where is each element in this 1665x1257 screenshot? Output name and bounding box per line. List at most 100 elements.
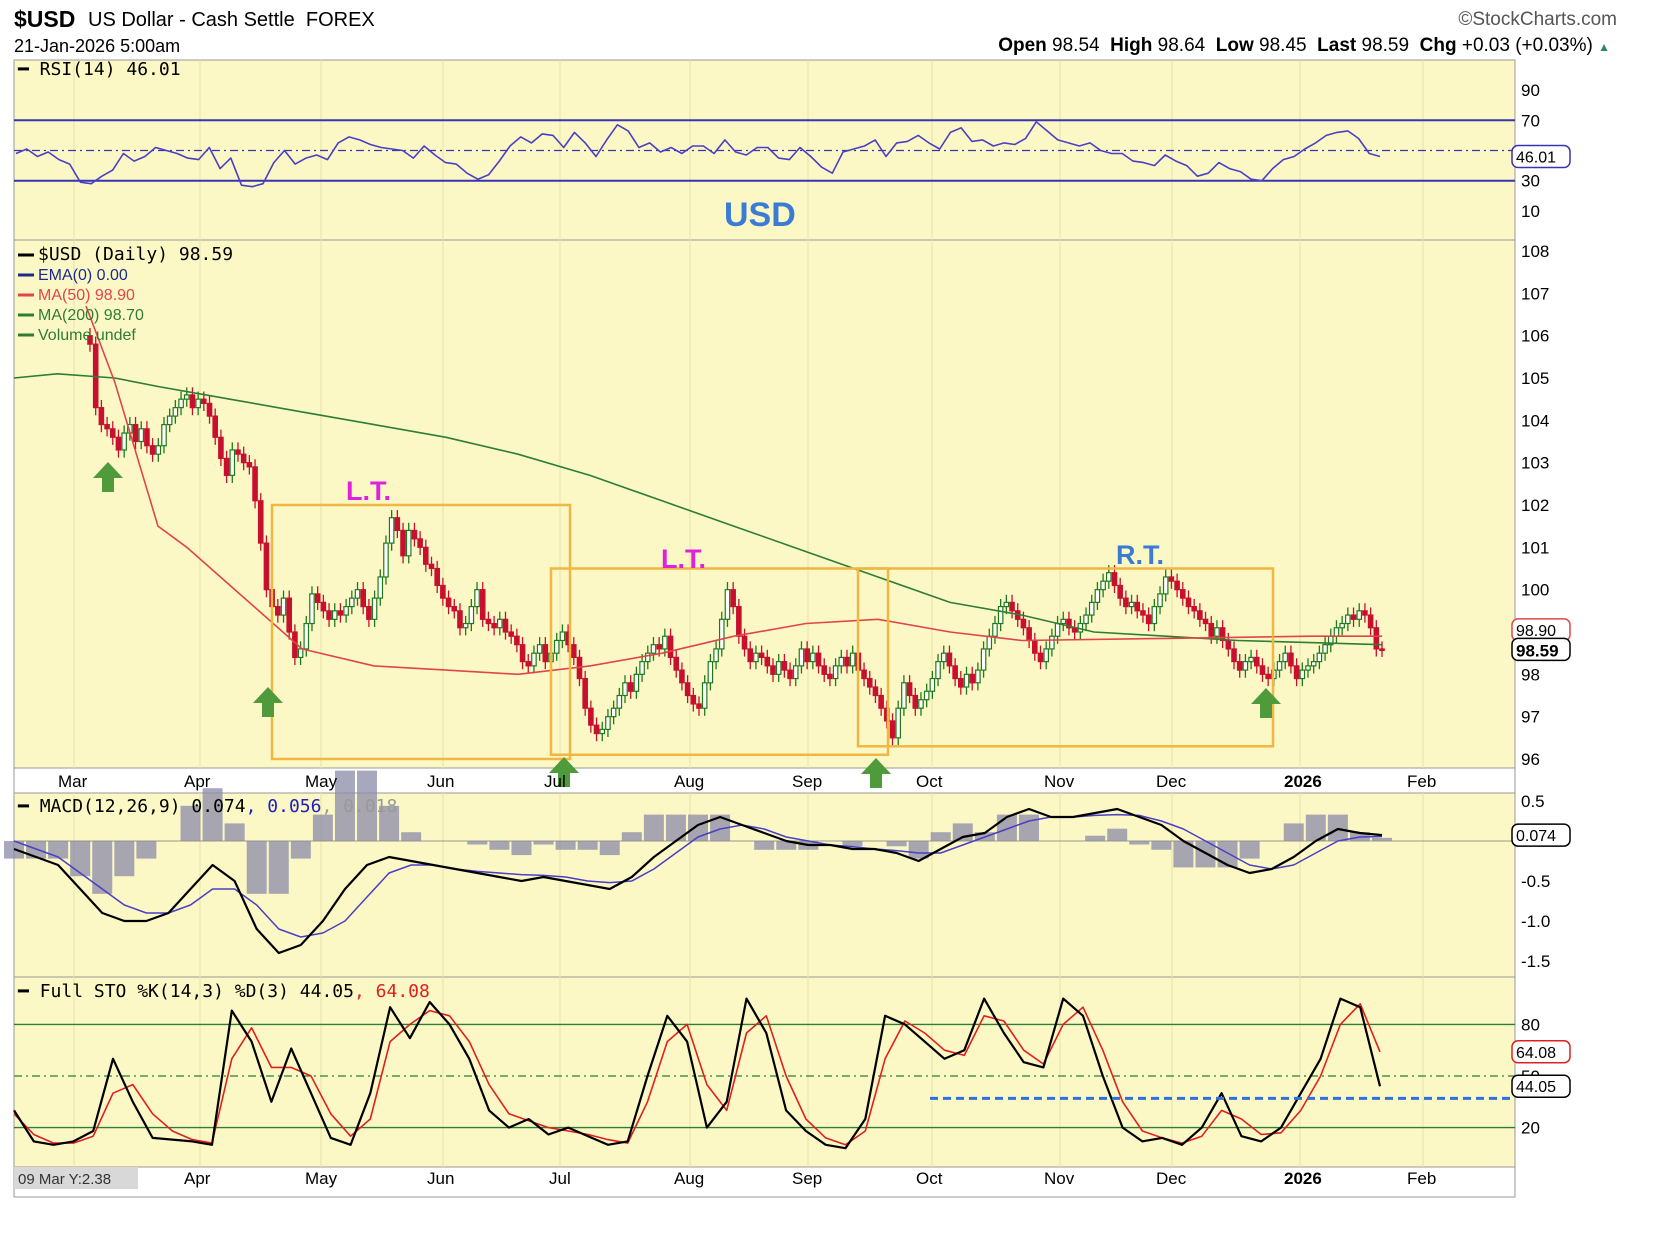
candle-body: [1248, 656, 1254, 663]
candle-body: [1293, 665, 1300, 680]
y-tick-price: 100: [1521, 581, 1549, 600]
candle-body: [257, 500, 264, 544]
candle-body: [423, 546, 429, 565]
candle-body: [912, 694, 919, 709]
macd-histogram-bar: [334, 770, 355, 841]
candle-body: [161, 423, 167, 447]
chg-label: Chg: [1419, 35, 1457, 56]
macd-histogram-bar: [114, 841, 135, 877]
candle-body: [1379, 648, 1385, 652]
candle-body: [354, 589, 361, 599]
candle-body: [1088, 601, 1095, 616]
candle-body: [1060, 618, 1067, 625]
sto-d-last-tag: 64.08: [1516, 1045, 1556, 1062]
candle-body: [707, 661, 714, 684]
candle-body: [405, 529, 412, 557]
macd-histogram-bar: [1327, 814, 1348, 841]
candle-body: [701, 682, 708, 709]
candle-body: [1140, 610, 1146, 616]
candle-body: [479, 589, 486, 620]
candle-body: [1117, 584, 1123, 599]
candle-body: [468, 605, 475, 625]
y-tick-price: 105: [1521, 369, 1549, 388]
candle-body: [275, 605, 281, 616]
candle-body: [639, 661, 645, 675]
last-label: Last: [1317, 35, 1357, 56]
candle-body: [758, 652, 765, 659]
footer-tag-bg: [14, 1167, 138, 1189]
candle-body: [400, 529, 406, 557]
brand-watermark[interactable]: ©StockCharts.com: [1458, 9, 1617, 30]
x-tick-bottom: 2026: [1284, 1169, 1322, 1188]
candle-body: [923, 690, 930, 701]
y-tick-price: 108: [1521, 242, 1549, 261]
candle-body: [901, 682, 907, 709]
macd-histogram-bar: [710, 814, 731, 841]
up-arrow-icon: [549, 757, 579, 787]
candle-body: [610, 707, 617, 718]
candle-body: [309, 593, 315, 625]
candle-body: [895, 707, 902, 739]
macd-histogram-bar: [489, 841, 510, 850]
price-legend-0: $USD (Daily) 98.59: [38, 244, 233, 265]
macd-last-tag-bg: [1511, 823, 1571, 847]
candle-body: [331, 610, 338, 620]
candle-body: [958, 677, 964, 688]
candle-body: [1032, 639, 1038, 654]
candle-body: [491, 622, 497, 629]
candle-body: [1282, 652, 1289, 663]
x-tick-top: Aug: [674, 772, 704, 791]
macd-histogram-bar: [886, 841, 907, 847]
candle-body: [1242, 661, 1249, 671]
candle-body: [1310, 661, 1317, 667]
x-tick-bottom: Sep: [792, 1169, 822, 1188]
macd-histogram-bar: [511, 841, 532, 856]
candle-body: [1367, 614, 1374, 629]
macd-histogram-bar: [70, 841, 91, 877]
macd-histogram-bar: [842, 841, 863, 847]
candle-body: [297, 648, 304, 659]
macd-histogram-bar: [290, 841, 311, 859]
candle-body: [1162, 576, 1169, 595]
sto-legend: ━ Full STO %K(14,3) %D(3) 44.05, 64.08: [17, 981, 430, 1002]
candle-body: [616, 694, 623, 709]
y-tick-price: 98: [1521, 665, 1540, 684]
candle-body: [223, 457, 230, 476]
candle-body: [1168, 576, 1175, 582]
x-tick-top: Sep: [792, 772, 822, 791]
candle-body: [1009, 601, 1015, 612]
candle-body: [730, 589, 736, 608]
macd-histogram-bar: [1085, 835, 1106, 841]
x-tick-bottom: Apr: [184, 1169, 211, 1188]
candle-body: [343, 605, 349, 616]
candle-body: [918, 699, 924, 709]
sto-k-line: [13, 997, 1382, 1150]
macd-histogram-bar: [180, 805, 201, 841]
candle-body: [753, 652, 759, 663]
candle-body: [1316, 652, 1323, 663]
candle-body: [195, 398, 201, 409]
candle-body: [1259, 665, 1266, 675]
x-tick-top: Mar: [58, 772, 88, 791]
macd-histogram-bar: [1217, 841, 1238, 868]
macd-histogram-bar: [1129, 841, 1150, 845]
candle-body: [804, 648, 810, 663]
candle-body: [434, 567, 440, 587]
candle-body: [684, 682, 691, 697]
candle-body: [593, 724, 600, 735]
candle-body: [1305, 665, 1311, 671]
up-arrow-icon: [253, 687, 283, 717]
macd-histogram-bar: [952, 823, 973, 841]
label-layer: 907050301046.01━ RSI(14) 46.01USD1081071…: [14, 59, 1571, 1189]
candle-body: [935, 661, 941, 680]
y-tick-sto: 80: [1521, 1015, 1540, 1034]
price-last-tag: 98.59: [1516, 641, 1559, 660]
candle-body: [1339, 622, 1345, 629]
candle-body: [838, 656, 845, 667]
candle-body: [1128, 601, 1135, 608]
macd-histogram-bar: [379, 805, 400, 841]
candle-body: [1299, 669, 1306, 680]
macd-histogram-bar: [312, 814, 333, 841]
x-tick-bottom: Feb: [1407, 1169, 1436, 1188]
